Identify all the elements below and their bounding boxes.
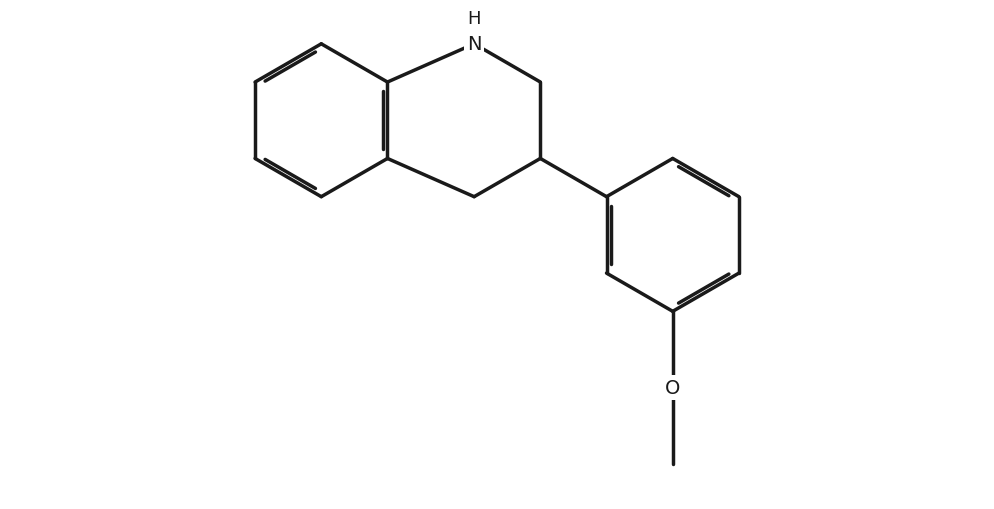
Text: H: H (467, 10, 481, 28)
Text: N: N (467, 35, 481, 54)
Text: O: O (665, 379, 681, 398)
